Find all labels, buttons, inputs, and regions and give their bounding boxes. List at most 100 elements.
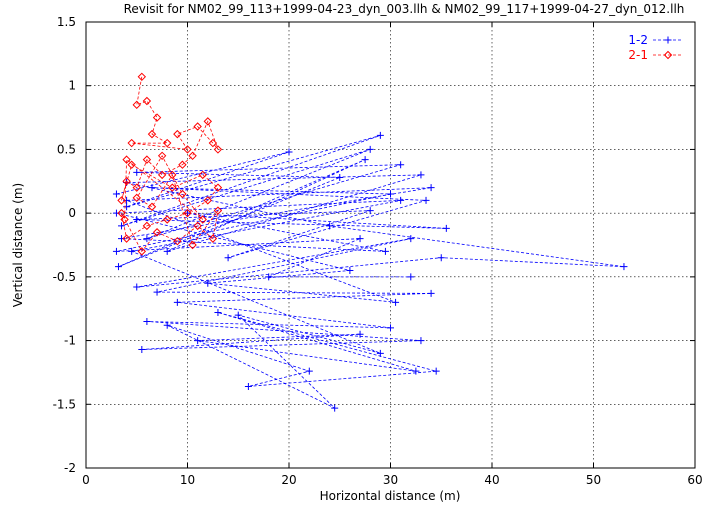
x-tick-label: 0: [82, 473, 90, 487]
y-tick-label: 1: [68, 79, 76, 93]
series-2-1-point: [122, 234, 131, 243]
series-2-1-point: [198, 170, 207, 180]
series-1-2-point: [234, 311, 242, 319]
legend-point: [664, 36, 672, 44]
series-1-2-point: [361, 156, 369, 164]
series-1-2-point: [173, 298, 181, 306]
series-2-1-point: [142, 96, 152, 106]
series-1-2-point: [412, 367, 420, 375]
series-2-1-point: [127, 160, 136, 169]
series-1-2-point: [153, 288, 161, 296]
series-2-1-point: [188, 240, 197, 250]
series-1-2-point: [133, 168, 141, 176]
y-tick-label: 0.5: [57, 142, 76, 156]
series-2-1-point: [193, 122, 202, 131]
series-1-2-point: [422, 196, 430, 204]
x-tick-label: 50: [586, 473, 601, 487]
series-1-2-point: [427, 184, 435, 192]
y-tick-label: -0.5: [53, 270, 76, 284]
series-2-1-point: [157, 170, 167, 180]
series-1-2-point: [285, 148, 293, 156]
series-1-2-point: [387, 324, 394, 332]
x-tick-label: 60: [687, 473, 702, 487]
series-1-2-point: [432, 367, 440, 375]
series-1-2-point: [376, 349, 384, 357]
series-1-2-point: [194, 337, 202, 345]
series-2-1-point: [203, 196, 213, 205]
series-1-2-point: [417, 337, 425, 345]
series-1-2-line: [116, 135, 624, 409]
series-2-1-point: [208, 234, 218, 243]
series-2-1-point: [120, 215, 129, 224]
legend-label: 1-2: [628, 33, 648, 47]
y-tick-label: -2: [64, 461, 76, 475]
y-tick-label: -1: [64, 334, 76, 348]
legend-2-1: 2-1: [628, 48, 683, 62]
series-2-1-point: [162, 215, 172, 224]
series-2-1-point: [183, 145, 192, 154]
series-1-2-point: [417, 171, 425, 179]
series-2-1-point: [173, 129, 182, 139]
series-1-2-point: [112, 209, 120, 217]
series-2-1-point: [173, 236, 182, 246]
series-1-2-point: [346, 266, 354, 274]
series-2-1-point: [147, 129, 157, 139]
series-1-2-point: [331, 404, 339, 412]
series-1-2-point: [437, 254, 445, 262]
series-1-2-point: [163, 321, 171, 329]
series-1-2-point: [133, 216, 141, 224]
series-2-1-point: [137, 72, 147, 82]
series-1-2-point: [366, 145, 374, 153]
x-axis-label: Horizontal distance (m): [320, 489, 461, 503]
series-1-2-point: [123, 196, 131, 204]
series-2-1-point: [137, 247, 147, 256]
series-2-1-point: [147, 202, 157, 211]
series-2-1-point: [213, 206, 223, 215]
series-2-1-point: [168, 183, 177, 192]
series-2-1-point: [188, 151, 197, 161]
series-1-2-point: [356, 330, 364, 338]
series-2-1: [117, 72, 223, 256]
series-2-1-point: [117, 196, 126, 205]
series-2-1-point: [183, 208, 192, 218]
series-1-2-point: [118, 235, 126, 243]
series-2-1-point: [132, 193, 141, 203]
series-1-2-point: [143, 317, 151, 325]
series-1-2-point: [114, 263, 122, 271]
series-1-2-point: [118, 222, 126, 230]
series-2-1-point: [127, 138, 136, 148]
series-2-1-point: [117, 208, 126, 218]
series-2-1-point: [208, 138, 218, 148]
legend-1-2: 1-2: [628, 33, 683, 47]
series-1-2-point: [407, 235, 415, 243]
series-2-1-point: [142, 155, 152, 164]
series-1-2-point: [376, 131, 384, 139]
series-2-1-point: [198, 215, 207, 224]
series-1-2-point: [214, 309, 222, 317]
series-1-2-point: [163, 247, 171, 255]
series-1-2-point: [387, 190, 394, 198]
series-2-1-point: [152, 113, 162, 122]
chart-title: Revisit for NM02_99_113+1999-04-23_dyn_0…: [124, 2, 685, 16]
series-2-1-point: [142, 221, 152, 231]
legend-label: 2-1: [628, 48, 648, 62]
series-1-2-point: [143, 235, 151, 243]
series-1-2-point: [366, 207, 374, 215]
x-tick-label: 20: [281, 473, 296, 487]
series-1-2-point: [244, 382, 252, 390]
series-1-2-point: [112, 247, 120, 255]
series-2-1-point: [178, 189, 187, 199]
series-1-2-point: [265, 273, 273, 281]
y-tick-label: 1.5: [57, 15, 76, 29]
series-1-2-point: [133, 283, 141, 291]
y-tick-label: -1.5: [53, 397, 76, 411]
y-tick-label: 0: [68, 206, 76, 220]
series-2-1-point: [132, 100, 141, 110]
series-2-1-point: [162, 138, 172, 148]
series-1-2-point: [620, 263, 628, 271]
series-2-1-point: [203, 117, 213, 126]
series-1-2-point: [336, 173, 344, 181]
series-1-2-point: [326, 222, 334, 230]
series-1-2-point: [397, 196, 405, 204]
series-2-1-line: [121, 76, 219, 253]
